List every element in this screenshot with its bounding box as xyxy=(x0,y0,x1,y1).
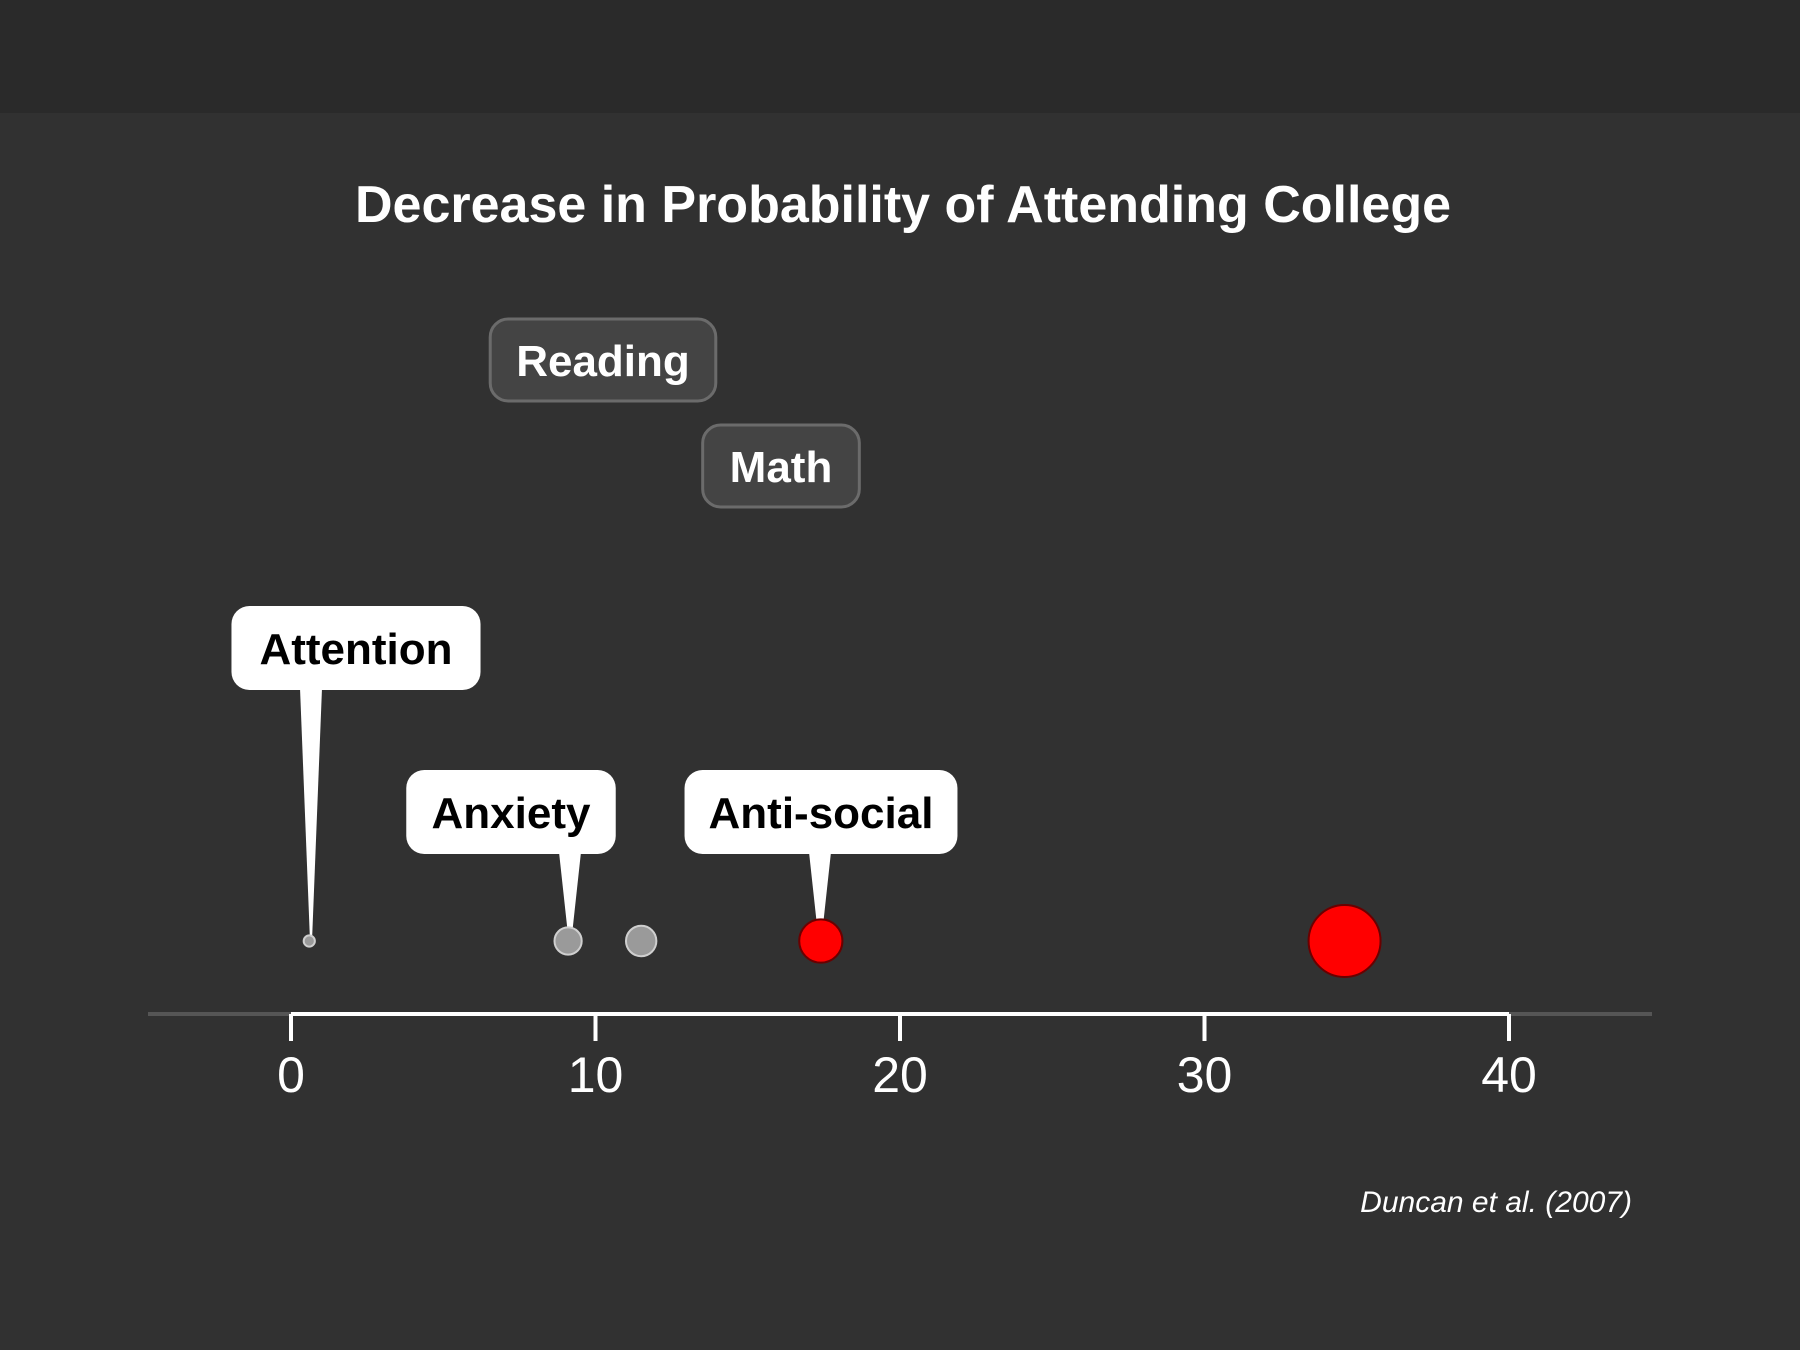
x-tick-label: 20 xyxy=(872,1047,928,1103)
callout-anti-social: Anti-social xyxy=(684,770,958,944)
data-point-attention xyxy=(302,934,316,948)
callout-label: Anti-social xyxy=(709,789,934,838)
callout-attention: Attention xyxy=(231,606,481,941)
chart-title: Decrease in Probability of Attending Col… xyxy=(355,176,1451,234)
callout-box xyxy=(701,423,861,509)
data-point-anxiety xyxy=(553,926,583,956)
callout-label: Reading xyxy=(516,337,690,386)
callout-pointer xyxy=(300,688,322,941)
callout-label: Math xyxy=(730,443,833,492)
data-point-anti-social xyxy=(798,918,844,964)
callout-math: Math xyxy=(701,423,861,509)
callout-box xyxy=(231,606,481,690)
callout-box xyxy=(684,770,958,854)
source-citation: Duncan et al. (2007) xyxy=(1360,1186,1632,1219)
callout-box xyxy=(406,770,616,854)
data-point-math xyxy=(1307,904,1382,978)
callout-anxiety: Anxiety xyxy=(406,770,616,944)
callout-label: Anxiety xyxy=(432,789,591,838)
x-tick-label: 0 xyxy=(277,1047,305,1103)
callout-pointer xyxy=(559,852,581,944)
callout-pointer xyxy=(809,852,831,944)
x-tick-label: 30 xyxy=(1177,1047,1233,1103)
top-band xyxy=(0,0,1800,113)
callout-label: Attention xyxy=(259,625,452,674)
x-tick-label: 40 xyxy=(1481,1047,1537,1103)
x-tick-label: 10 xyxy=(568,1047,624,1103)
data-point-reading xyxy=(624,924,658,958)
callout-box xyxy=(488,317,718,403)
callout-reading: Reading xyxy=(488,317,718,403)
